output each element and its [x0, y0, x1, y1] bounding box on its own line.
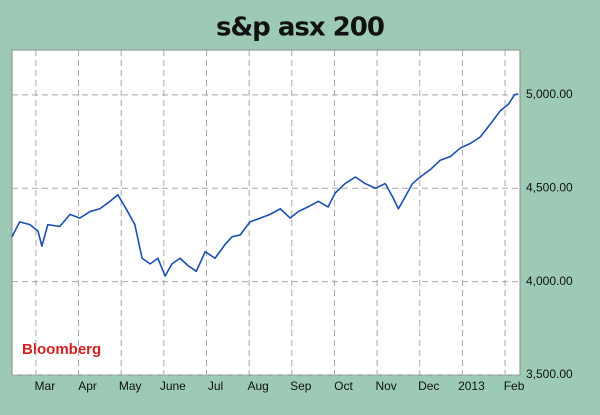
x-tick-label: Nov	[375, 379, 396, 393]
x-tick-label: Jul	[208, 379, 223, 393]
chart-title: s&p asx 200	[216, 13, 384, 43]
x-tick-label: June	[160, 379, 186, 393]
x-tick-label: Oct	[334, 379, 353, 393]
x-tick-label: Aug	[247, 379, 268, 393]
y-tick-label: 4,000.00	[526, 274, 573, 288]
x-tick-label: May	[119, 379, 142, 393]
x-tick-label: Feb	[504, 379, 525, 393]
y-tick-label: 5,000.00	[526, 87, 573, 101]
x-tick-label: 2013	[458, 379, 485, 393]
price-line	[11, 93, 519, 277]
y-tick-label: 4,500.00	[526, 180, 573, 194]
plot-area	[11, 49, 521, 376]
x-tick-label: Dec	[418, 379, 439, 393]
x-tick-label: Mar	[35, 379, 56, 393]
x-tick-label: Apr	[78, 379, 97, 393]
x-tick-label: Sep	[290, 379, 312, 393]
source-label: Bloomberg	[22, 341, 101, 358]
y-tick-label: 3,500.00	[526, 367, 573, 381]
